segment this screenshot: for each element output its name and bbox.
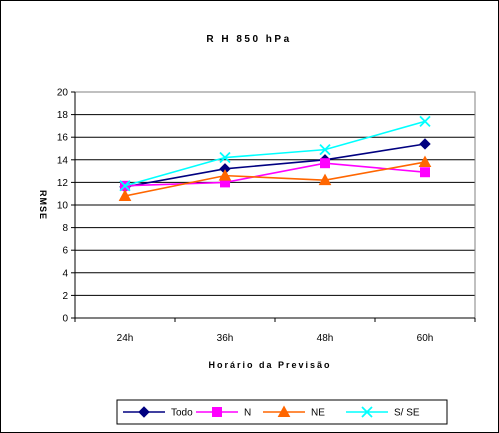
y-tick-label: 12 — [57, 178, 69, 189]
legend-entry: S/ SE — [346, 406, 420, 419]
y-tick-label: 6 — [62, 246, 68, 257]
chart-title: R H 850 hPa — [206, 34, 291, 45]
series-2 — [118, 155, 432, 201]
legend-label: S/ SE — [394, 408, 420, 419]
data-point — [219, 151, 231, 164]
series-line — [124, 120, 426, 187]
y-tick-label: 14 — [57, 155, 69, 166]
data-point — [419, 115, 431, 128]
series-3 — [119, 115, 431, 192]
legend-entry: Todo — [123, 406, 193, 419]
legend-box — [116, 399, 448, 425]
y-tick-label: 4 — [62, 268, 68, 279]
y-tick-label: 18 — [57, 110, 69, 121]
data-point — [318, 173, 332, 186]
axes: 0 2 4 6 8 10 12 14 16 18 20 24h 36h 48h 60h — [57, 88, 476, 344]
y-tick-label: 8 — [62, 223, 68, 234]
y-tick-label: 16 — [57, 133, 69, 144]
series-line — [124, 161, 426, 197]
data-point — [319, 143, 331, 156]
x-axis-title: Horário da Previsão — [208, 360, 331, 370]
legend-entry: N — [196, 407, 251, 419]
data-point — [418, 155, 432, 168]
legend: Todo N NE S/ SE — [116, 399, 448, 425]
series-line — [124, 143, 426, 188]
x-tick-label: 48h — [317, 333, 334, 344]
y-tick-label: 10 — [57, 201, 69, 212]
legend-marker — [277, 405, 291, 417]
y-tick-label: 20 — [57, 88, 69, 99]
data-point — [218, 169, 232, 181]
x-tick-label: 36h — [217, 333, 234, 344]
legend-entry: NE — [263, 405, 325, 419]
x-tick-label: 60h — [417, 333, 434, 344]
data-point — [118, 189, 132, 201]
legend-marker — [361, 406, 373, 418]
data-point — [119, 180, 131, 192]
legend-label: NE — [311, 408, 325, 419]
legend-marker — [138, 406, 150, 418]
data-point — [419, 138, 431, 150]
data-point — [420, 167, 430, 178]
data-point — [320, 158, 330, 169]
legend-label: Todo — [171, 408, 193, 419]
series-line — [124, 162, 426, 187]
y-tick-label: 2 — [62, 291, 68, 302]
legend-label: N — [244, 408, 251, 419]
legend-marker — [212, 407, 222, 417]
y-tick-label: 0 — [62, 314, 68, 325]
series-lines — [118, 115, 432, 201]
y-axis-title: RMSE — [38, 190, 48, 220]
x-tick-label: 24h — [117, 333, 134, 344]
